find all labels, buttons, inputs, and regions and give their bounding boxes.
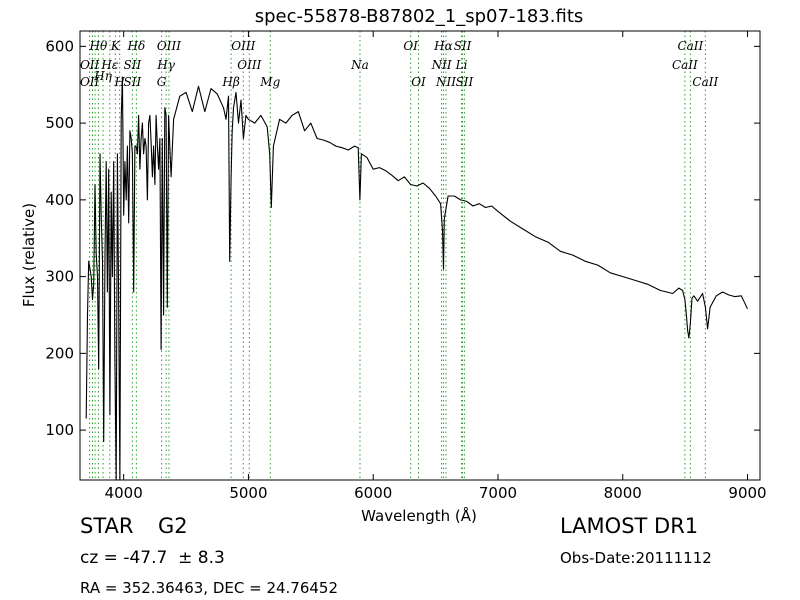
- x-tick-label: 7000: [479, 484, 517, 502]
- object-subclass: G2: [158, 514, 188, 538]
- x-tick-label: 9000: [728, 484, 766, 502]
- line-label-12: G: [157, 75, 167, 89]
- x-tick-label: 6000: [354, 484, 392, 502]
- line-label-10: OIII: [157, 39, 181, 53]
- line-label-7: SII: [124, 75, 142, 89]
- object-class: STAR: [80, 514, 134, 538]
- y-tick-label: 300: [45, 268, 74, 286]
- x-tick-label: 8000: [604, 484, 642, 502]
- spectral-line-markers: [89, 31, 706, 480]
- axis-ticks: 4000 5000 6000 7000 8000 9000 100 200 300 400 500 6…: [45, 31, 767, 502]
- obs-date: Obs-Date:20111112: [560, 549, 712, 567]
- coordinates: RA = 352.36463, DEC = 24.76452: [80, 579, 339, 597]
- line-label-18: OI: [403, 39, 418, 53]
- x-tick-label: 5000: [229, 484, 267, 502]
- line-label-26: CaII: [677, 39, 703, 53]
- line-label-28: CaII: [692, 75, 718, 89]
- y-tick-label: 600: [45, 37, 74, 55]
- line-label-22: NII: [431, 58, 452, 72]
- line-label-23: NII: [435, 75, 456, 89]
- line-label-16: Mg: [259, 75, 280, 89]
- line-label-15: Hβ: [221, 75, 239, 89]
- y-tick-label: 200: [45, 344, 74, 362]
- line-label-9: Hδ: [127, 39, 146, 53]
- line-label-24: Li: [455, 58, 468, 72]
- y-tick-label: 400: [45, 191, 74, 209]
- chart-title: spec-55878-B87802_1_sp07-183.fits: [255, 6, 584, 27]
- line-label-11: Hγ: [156, 58, 175, 72]
- line-label-1: OII: [80, 58, 100, 72]
- redshift-text: cz = -47.7 ± 8.3: [80, 548, 225, 568]
- line-label-21: SII: [454, 39, 472, 53]
- line-label-4: K: [110, 39, 121, 53]
- line-label-6: SII: [124, 58, 142, 72]
- y-tick-label: 500: [45, 114, 74, 132]
- plot-frame: [79, 30, 761, 481]
- spectrum-line: [85, 76, 748, 481]
- line-label-3: Hη: [93, 69, 112, 83]
- x-tick-label: 4000: [105, 484, 143, 502]
- line-label-8: H: [113, 75, 125, 89]
- line-label-2: OII: [80, 75, 100, 89]
- line-label-25: SII: [456, 75, 474, 89]
- line-label-20: Hα: [433, 39, 453, 53]
- line-label-14: OIII: [237, 58, 261, 72]
- line-label-19: OI: [411, 75, 426, 89]
- y-tick-label: 100: [45, 421, 74, 439]
- y-axis-label: Flux (relative): [20, 203, 38, 307]
- line-label-27: CaII: [672, 58, 698, 72]
- line-label-13: OIII: [231, 39, 255, 53]
- x-axis-label: Wavelength (Å): [361, 506, 477, 525]
- line-label-0: Hθ: [88, 39, 107, 53]
- survey-name: LAMOST DR1: [560, 514, 699, 538]
- line-label-17: Na: [350, 58, 369, 72]
- line-label-5: Hε: [100, 58, 118, 72]
